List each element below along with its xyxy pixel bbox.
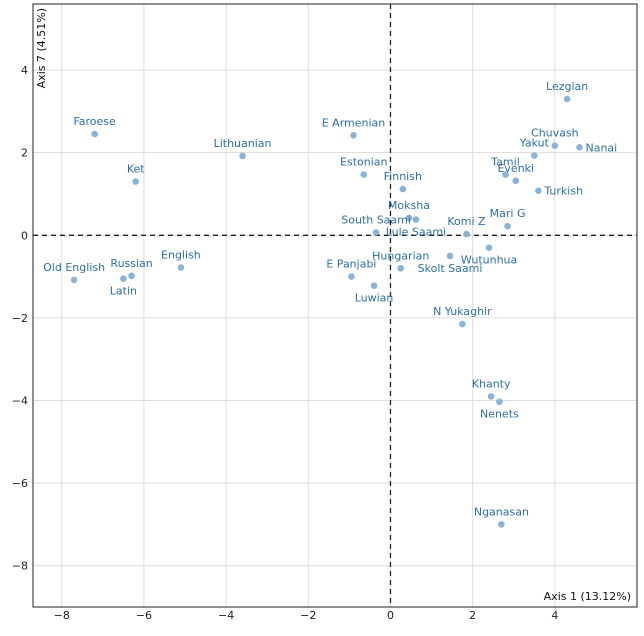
data-point <box>496 398 503 406</box>
point-label: Hungarian <box>372 249 429 262</box>
data-point <box>504 222 511 230</box>
point-label: Tamil <box>490 156 519 169</box>
point-label: Old English <box>43 261 105 274</box>
x-tick-label: 0 <box>387 609 394 622</box>
point-label: Nanai <box>585 141 617 154</box>
point-label: Komi Z <box>447 215 486 228</box>
point-label: Latin <box>110 285 137 298</box>
data-point <box>348 273 355 280</box>
point-label: Nenets <box>480 408 519 421</box>
point-label: Mari G <box>490 207 526 220</box>
data-point <box>512 177 520 185</box>
x-tick-label: −4 <box>218 609 234 622</box>
data-point <box>463 230 470 238</box>
grid-layer <box>33 4 637 607</box>
data-point <box>498 521 505 528</box>
y-tick-label: 2 <box>21 147 28 160</box>
data-point <box>132 178 140 185</box>
x-tick-label: −2 <box>300 609 316 622</box>
y-tick-label: 4 <box>21 64 28 77</box>
point-label: Skolt Saami <box>418 262 483 275</box>
data-point <box>399 185 407 193</box>
data-point <box>239 152 246 160</box>
x-tick-label: −8 <box>54 609 70 622</box>
data-point <box>370 282 378 289</box>
data-point <box>360 171 368 178</box>
data-point <box>372 229 380 236</box>
tick-labels: −8 −6 −4 −2 0 2 4 −8 −6 −4 −2 0 2 4 <box>12 64 559 622</box>
data-point <box>412 216 420 223</box>
point-label: Finnish <box>384 170 422 183</box>
point-label: English <box>161 249 201 262</box>
point-label: N Yukaghir <box>433 305 492 318</box>
point-label: South Saami <box>341 213 411 226</box>
data-point <box>485 244 493 251</box>
point-label: Ket <box>127 163 145 176</box>
data-point <box>120 275 127 282</box>
data-point <box>91 130 98 138</box>
y-tick-label: −2 <box>12 312 28 325</box>
reference-lines <box>33 4 637 607</box>
data-point <box>563 95 571 103</box>
point-label: Faroese <box>73 115 116 128</box>
y-tick-label: −8 <box>12 560 28 573</box>
data-point <box>350 132 357 139</box>
y-axis-label: Axis 7 (4.51%) <box>35 8 48 88</box>
x-axis-label: Axis 1 (13.12%) <box>544 590 631 603</box>
data-point <box>128 272 135 280</box>
data-point <box>405 214 413 222</box>
point-label: Wutunhua <box>461 254 517 267</box>
point-label: Moksha <box>388 199 430 212</box>
y-tick-label: −4 <box>12 394 28 407</box>
data-point <box>177 264 185 271</box>
point-label: Lule Saami <box>386 226 446 239</box>
x-tick-label: 4 <box>551 609 558 622</box>
data-point <box>576 144 583 151</box>
point-label: Yakut <box>519 137 550 150</box>
data-point <box>551 142 559 149</box>
data-point <box>530 152 538 159</box>
point-label: Khanty <box>472 377 511 390</box>
point-label: Nganasan <box>474 505 529 518</box>
point-label: Turkish <box>543 185 583 198</box>
point-label: Lezgian <box>546 80 588 93</box>
point-label: Lithuanian <box>214 137 272 150</box>
y-tick-label: 0 <box>21 229 28 242</box>
point-label: Luwian <box>355 292 394 305</box>
x-tick-label: 2 <box>469 609 476 622</box>
x-tick-label: −6 <box>136 609 152 622</box>
point-label: E Armenian <box>322 116 386 129</box>
point-label: Evenki <box>497 162 534 175</box>
plot-frame <box>32 3 638 608</box>
point-label: Chuvash <box>531 127 579 140</box>
data-point <box>487 393 495 400</box>
data-point <box>397 265 405 272</box>
data-points <box>70 95 583 528</box>
data-point <box>70 276 78 284</box>
point-labels: Faroese Ket Lithuanian Old English Russian La… <box>43 80 617 518</box>
data-point <box>459 320 466 328</box>
point-label: E Panjabi <box>326 258 376 271</box>
data-point <box>502 171 509 178</box>
data-point <box>535 187 542 194</box>
point-label: Estonian <box>340 156 387 169</box>
y-tick-label: −6 <box>12 477 28 490</box>
data-point <box>446 252 454 260</box>
point-label: Russian <box>110 257 152 270</box>
